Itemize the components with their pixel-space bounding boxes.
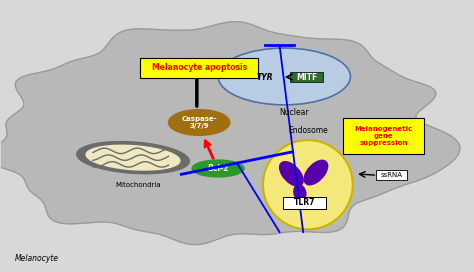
- Ellipse shape: [304, 160, 328, 185]
- Text: Caspase-
3/7/9: Caspase- 3/7/9: [182, 116, 217, 129]
- Text: TLR7: TLR7: [294, 198, 315, 207]
- Ellipse shape: [192, 160, 244, 177]
- FancyBboxPatch shape: [290, 72, 323, 82]
- FancyBboxPatch shape: [343, 118, 424, 154]
- Text: Melanocyte apoptosis: Melanocyte apoptosis: [152, 63, 247, 72]
- Text: TYR: TYR: [257, 73, 273, 82]
- Ellipse shape: [218, 48, 350, 105]
- Polygon shape: [0, 22, 460, 245]
- Text: Nuclear: Nuclear: [279, 108, 309, 117]
- Text: Melanocyte: Melanocyte: [15, 254, 59, 263]
- Ellipse shape: [168, 110, 230, 135]
- Text: MITF: MITF: [296, 73, 317, 82]
- Ellipse shape: [86, 145, 180, 170]
- Text: Melanogenetic
gene
suppression: Melanogenetic gene suppression: [355, 126, 413, 146]
- FancyBboxPatch shape: [376, 170, 407, 180]
- Ellipse shape: [263, 140, 353, 229]
- Text: ssRNA: ssRNA: [381, 172, 402, 178]
- Text: Endosome: Endosome: [288, 126, 328, 135]
- FancyBboxPatch shape: [140, 57, 258, 78]
- Text: Bcl-2: Bcl-2: [208, 164, 229, 173]
- Ellipse shape: [77, 142, 189, 174]
- Ellipse shape: [294, 185, 306, 201]
- Ellipse shape: [280, 162, 303, 186]
- FancyBboxPatch shape: [283, 197, 326, 209]
- Text: Mitochondria: Mitochondria: [115, 182, 161, 188]
